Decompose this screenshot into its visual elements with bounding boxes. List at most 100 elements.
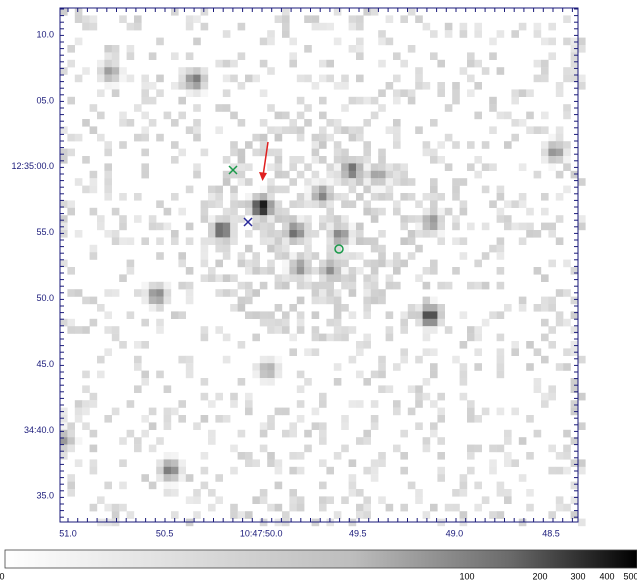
pixel (186, 15, 194, 23)
pixel (526, 223, 534, 231)
pixel (334, 215, 342, 223)
pixel (541, 274, 549, 282)
pixel (556, 289, 564, 297)
pixel (415, 400, 423, 408)
pixel (415, 319, 423, 327)
pixel (349, 45, 357, 53)
pixel (193, 496, 201, 504)
pixel (230, 208, 238, 216)
pixel (349, 356, 357, 364)
pixel (400, 452, 408, 460)
pixel (304, 378, 312, 386)
pixel (408, 97, 416, 105)
pixel (571, 297, 579, 305)
pixel (312, 186, 320, 194)
pixel (415, 215, 423, 223)
pixel (238, 119, 246, 127)
pixel (238, 304, 246, 312)
pixel (201, 215, 209, 223)
pixel (482, 282, 490, 290)
pixel (282, 267, 290, 275)
pixel (238, 282, 246, 290)
pixel (548, 52, 556, 60)
pixel (504, 437, 512, 445)
pixel (149, 97, 157, 105)
pixel (238, 378, 246, 386)
pixel (171, 452, 179, 460)
pixel (178, 415, 186, 423)
pixel (112, 75, 120, 83)
pixel (356, 437, 364, 445)
pixel (141, 430, 149, 438)
pixel (171, 156, 179, 164)
pixel (282, 237, 290, 245)
pixel (430, 371, 438, 379)
pixel (230, 149, 238, 157)
pixel (260, 119, 268, 127)
pixel (90, 208, 98, 216)
y-axis-label: 10.0 (36, 29, 54, 39)
pixel (275, 237, 283, 245)
pixel (460, 178, 468, 186)
pixel (378, 30, 386, 38)
pixel (67, 208, 75, 216)
pixel (497, 215, 505, 223)
pixel (541, 149, 549, 157)
pixel (201, 252, 209, 260)
pixel (408, 178, 416, 186)
pixel (460, 371, 468, 379)
pixel (371, 260, 379, 268)
pixel (541, 38, 549, 46)
pixel (104, 186, 112, 194)
pixel (467, 75, 475, 83)
pixel (304, 200, 312, 208)
pixel (371, 467, 379, 475)
pixel (141, 415, 149, 423)
pixel (104, 504, 112, 512)
pixel (312, 334, 320, 342)
pixel (563, 156, 571, 164)
pixel (297, 319, 305, 327)
pixel (334, 119, 342, 127)
pixel (275, 326, 283, 334)
pixel (267, 208, 275, 216)
pixel (363, 511, 371, 519)
pixel (474, 156, 482, 164)
pixel (97, 356, 105, 364)
pixel (134, 289, 142, 297)
pixel (460, 237, 468, 245)
pixel (104, 289, 112, 297)
pixel (363, 141, 371, 149)
pixel (334, 267, 342, 275)
pixel (474, 82, 482, 90)
pixel (548, 223, 556, 231)
pixel (541, 356, 549, 364)
pixel (393, 400, 401, 408)
pixel (208, 215, 216, 223)
pixel (60, 319, 68, 327)
pixel (571, 482, 579, 490)
pixel (430, 311, 438, 319)
pixel (215, 496, 223, 504)
pixel (437, 319, 445, 327)
pixel (193, 422, 201, 430)
pixel (252, 200, 260, 208)
pixel (423, 348, 431, 356)
pixel (230, 504, 238, 512)
pixel (334, 304, 342, 312)
pixel (497, 30, 505, 38)
pixel (371, 8, 379, 16)
pixel (164, 112, 172, 120)
pixel (548, 149, 556, 157)
pixel (556, 311, 564, 319)
pixel (497, 311, 505, 319)
pixel (90, 104, 98, 112)
pixel (149, 304, 157, 312)
pixel (548, 393, 556, 401)
pixel (430, 319, 438, 327)
pixel (304, 178, 312, 186)
pixel (223, 245, 231, 253)
pixel (334, 193, 342, 201)
pixel (67, 200, 75, 208)
pixel (186, 474, 194, 482)
